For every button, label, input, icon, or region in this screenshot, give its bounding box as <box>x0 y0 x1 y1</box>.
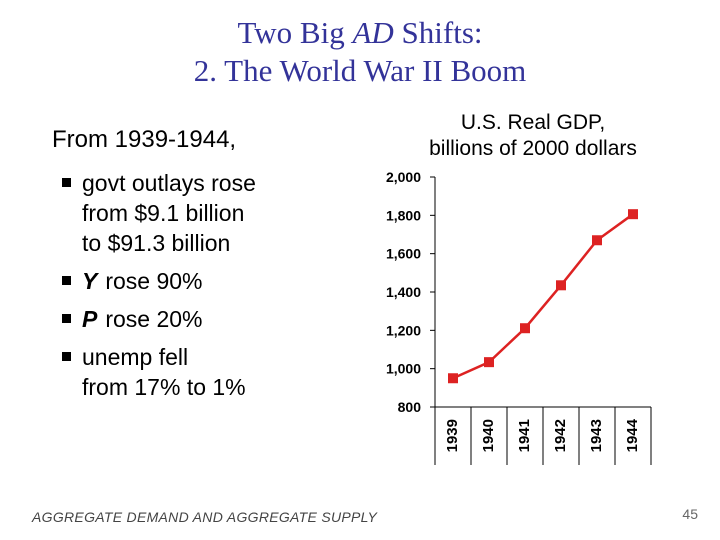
gdp-data-point <box>520 323 530 334</box>
gdp-series-line <box>452 213 634 380</box>
x-tick-label: 1939 <box>444 419 461 452</box>
y-tick-label: 800 <box>398 399 422 415</box>
bullet-square-icon <box>62 314 71 323</box>
chart-title: U.S. Real GDP, billions of 2000 dollars <box>429 111 637 160</box>
bullet-govt-outlays: govt outlays rose from $9.1 billion to $… <box>52 168 352 258</box>
y-tick-label: 1,200 <box>386 322 421 338</box>
bullet-square-icon <box>62 352 71 361</box>
x-tick-label: 1944 <box>624 418 641 452</box>
x-tick-label: 1940 <box>480 419 497 452</box>
gdp-data-point <box>628 209 638 220</box>
x-tick-label: 1943 <box>588 419 605 452</box>
gdp-data-point <box>448 373 458 384</box>
footer-text: AGGREGATE DEMAND AND AGGREGATE SUPPLY <box>32 509 378 525</box>
y-tick-label: 1,000 <box>386 361 421 377</box>
slide-title: Two Big AD Shifts: 2. The World War II B… <box>0 14 720 90</box>
bullet-unemp-fell: unemp fell from 17% to 1% <box>52 342 352 402</box>
gdp-data-point <box>484 357 494 368</box>
x-tick-label: 1941 <box>516 419 533 452</box>
bullet-square-icon <box>62 276 71 285</box>
y-tick-label: 1,600 <box>386 246 421 262</box>
bullet-square-icon <box>62 178 71 187</box>
title-line-1: Two Big AD Shifts: <box>237 15 483 50</box>
bullet-panel: From 1939-1944, govt outlays rose from $… <box>52 126 352 410</box>
gdp-data-point <box>592 235 602 246</box>
y-tick-label: 1,800 <box>386 207 421 223</box>
title-ad: AD <box>352 15 394 50</box>
x-tick-label: 1942 <box>552 419 569 452</box>
bullet-list: govt outlays rose from $9.1 billion to $… <box>52 168 352 402</box>
title-line-2: 2. The World War II Boom <box>193 53 527 88</box>
gdp-data-point <box>556 280 566 291</box>
y-tick-label: 1,400 <box>386 284 421 300</box>
page-number: 45 <box>682 506 698 522</box>
intro-text: From 1939-1944, <box>52 126 237 153</box>
y-tick-label: 2,000 <box>386 169 421 185</box>
